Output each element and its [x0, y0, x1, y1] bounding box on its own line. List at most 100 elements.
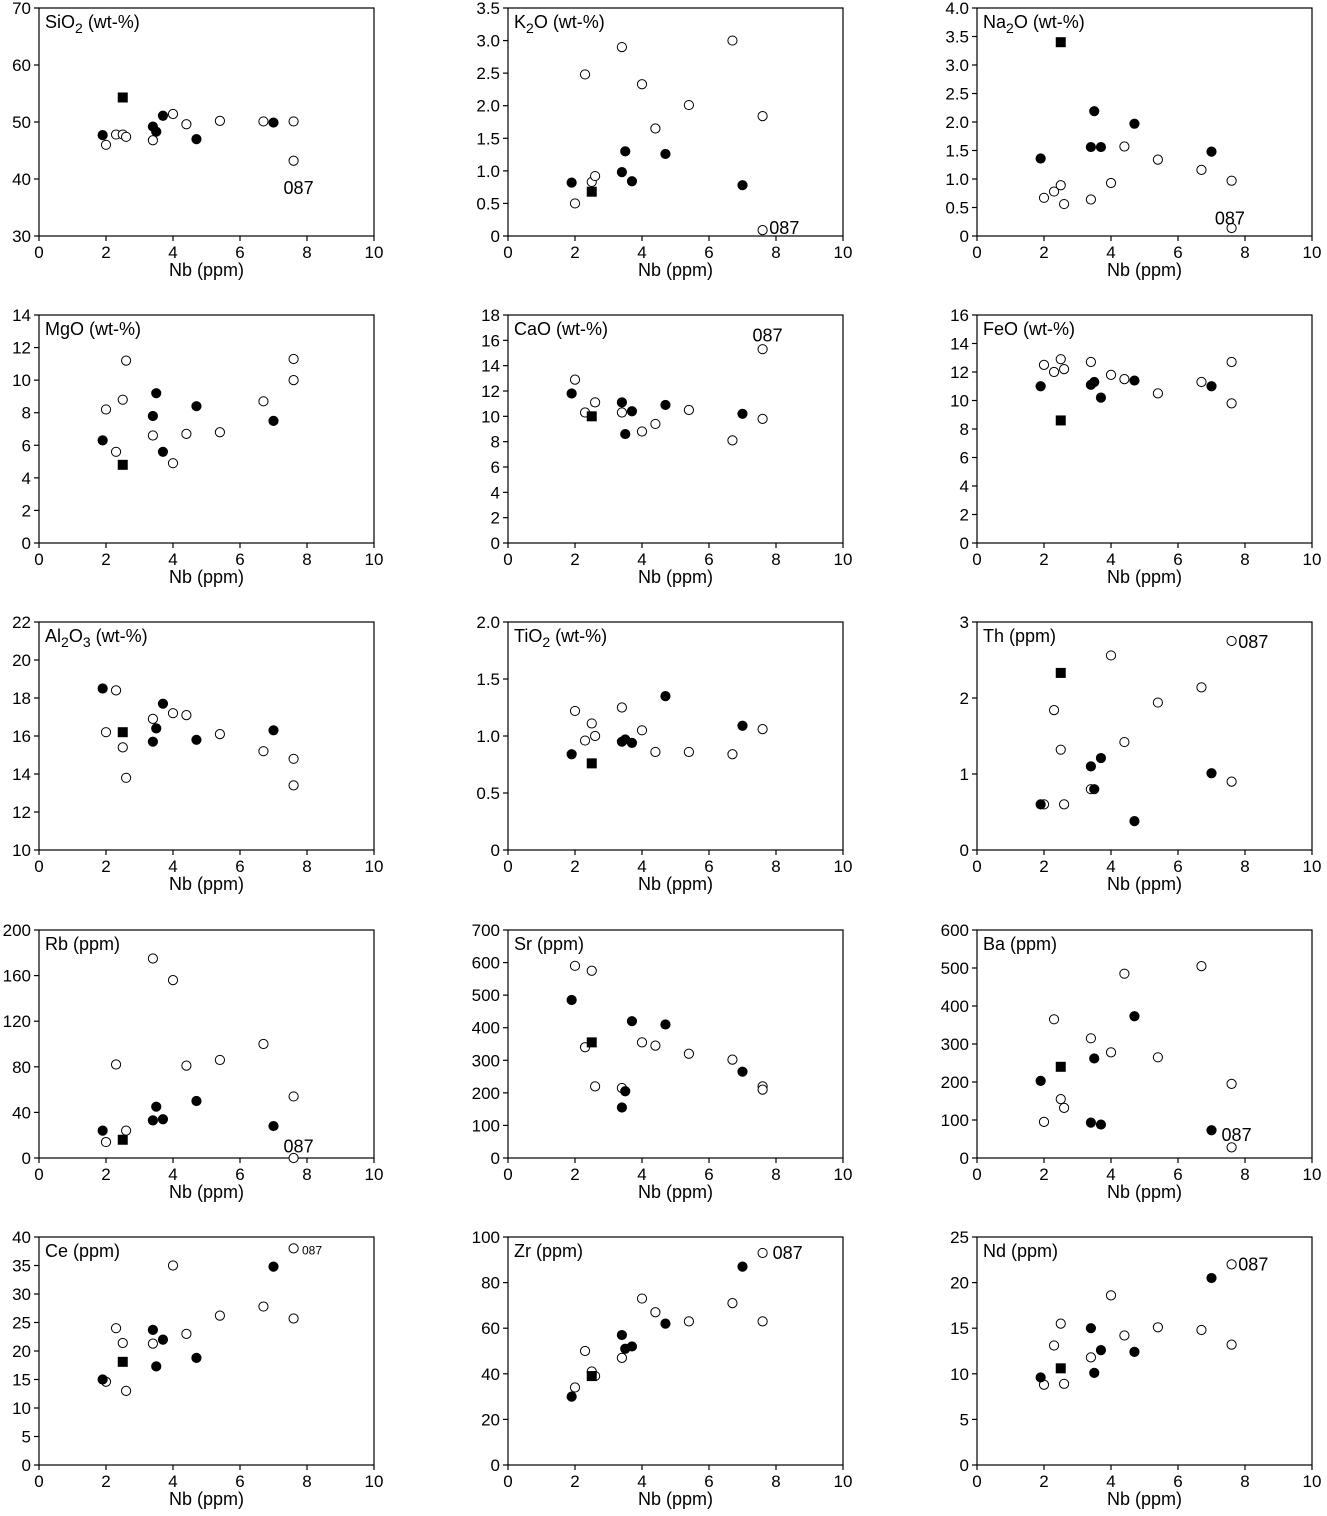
x-tick-label: 2 [1039, 1165, 1048, 1184]
data-point-open-circle [288, 116, 299, 127]
y-tick-label: 4.0 [945, 0, 969, 18]
data-point-open-circle [757, 1247, 768, 1259]
title-text: (wt-%) [550, 626, 607, 646]
y-tick-label: 0 [22, 1149, 31, 1168]
y-tick-label: 18 [12, 689, 31, 708]
data-point-filled-square [1055, 1363, 1066, 1374]
y-tick-label: 600 [941, 921, 969, 940]
data-point-open-circle [1119, 968, 1130, 979]
x-tick-label: 6 [235, 1472, 244, 1491]
data-point-filled-circle [1129, 1346, 1140, 1358]
x-tick-label: 10 [834, 857, 853, 876]
data-point-open-circle [1226, 398, 1237, 409]
y-tick-label: 2.0 [476, 613, 500, 632]
data-point-open-circle [757, 413, 768, 424]
y-tick-label: 700 [472, 921, 500, 940]
title-text: (wt-%) [83, 12, 140, 32]
data-point-open-circle [616, 407, 628, 418]
y-tick-label: 30 [12, 1285, 31, 1304]
y-tick-label: 2 [960, 506, 969, 525]
y-tick-label: 0 [491, 1456, 500, 1475]
data-point-filled-circle [566, 388, 577, 399]
data-point-open-circle [1105, 650, 1117, 661]
x-axis-label: Nb (ppm) [169, 874, 244, 894]
data-point-filled-circle [626, 1016, 638, 1027]
data-point-filled-circle [1035, 1075, 1046, 1086]
data-point-open-circle [590, 397, 601, 408]
data-point-filled-circle [616, 1329, 628, 1341]
data-point-open-circle [1152, 1052, 1164, 1063]
x-tick-label: 6 [1173, 243, 1182, 262]
y-tick-label: 300 [472, 1051, 500, 1070]
x-tick-label: 4 [168, 1472, 177, 1491]
x-tick-label: 6 [1173, 550, 1182, 569]
y-tick-label: 40 [12, 170, 31, 189]
data-point-filled-square [1055, 37, 1066, 48]
x-tick-label: 2 [101, 243, 110, 262]
data-point-open-circle [569, 960, 581, 971]
x-tick-label: 4 [637, 550, 646, 569]
x-tick-label: 6 [1173, 1165, 1182, 1184]
data-point-filled-square [586, 1037, 597, 1048]
chart-title: TiO2 (wt-%) [514, 626, 607, 650]
x-tick-label: 4 [168, 550, 177, 569]
x-tick-label: 8 [302, 1165, 311, 1184]
x-tick-label: 0 [34, 1472, 43, 1491]
y-tick-label: 3.0 [476, 32, 500, 51]
chart-panel-3: 0 2 4 6 8 10 0 0.5 1.0 1.5 2.0 2.5 3.0 3.5 4.0 Nb (ppm)… [945, 0, 1321, 280]
chart-title: K2O (wt-%) [514, 12, 605, 36]
data-point-filled-circle [620, 1086, 631, 1097]
x-tick-label: 8 [302, 550, 311, 569]
data-point-filled-circle [1206, 1125, 1217, 1136]
point-annotation: 087 [773, 1243, 803, 1263]
data-point-open-circle [214, 1054, 225, 1066]
chart-title: Nd (ppm) [983, 1241, 1058, 1261]
data-point-open-circle [181, 119, 192, 130]
x-tick-label: 10 [1303, 1165, 1322, 1184]
data-point-open-circle [636, 79, 648, 90]
y-tick-label: 12 [12, 339, 31, 358]
y-tick-label: 0.5 [476, 784, 500, 803]
x-tick-label: 6 [704, 857, 713, 876]
x-tick-label: 2 [101, 857, 110, 876]
data-point-filled-circle [1129, 118, 1140, 129]
data-point-open-circle [590, 1081, 601, 1092]
y-tick-label: 2.0 [945, 113, 969, 132]
data-point-open-circle [650, 1040, 661, 1051]
plot-frame [38, 929, 375, 1159]
data-point-filled-circle [191, 734, 202, 745]
data-point-filled-square [586, 411, 597, 422]
data-point-open-circle [586, 718, 597, 729]
data-point-filled-circle [737, 180, 748, 191]
point-annotation: 087 [1238, 1254, 1268, 1274]
y-tick-label: 0 [22, 1456, 31, 1475]
data-point-open-circle [258, 1038, 269, 1050]
y-tick-label: 3 [960, 613, 969, 632]
y-tick-label: 20 [12, 651, 31, 670]
data-point-filled-circle [1089, 376, 1100, 388]
y-tick-label: 500 [472, 986, 500, 1005]
data-point-open-circle [727, 435, 738, 446]
y-tick-label: 4 [960, 477, 969, 496]
data-point-open-circle [288, 1091, 299, 1102]
plot-frame [507, 929, 844, 1159]
data-point-filled-circle [1206, 381, 1217, 392]
data-point-filled-circle [626, 176, 638, 187]
data-point-filled-circle [1085, 1117, 1097, 1128]
y-tick-label: 20 [481, 1410, 500, 1429]
y-tick-label: 70 [12, 0, 31, 18]
data-point-filled-square [117, 1356, 128, 1367]
data-point-filled-square [117, 92, 128, 103]
x-tick-label: 2 [570, 1165, 579, 1184]
data-point-open-circle [147, 953, 158, 964]
data-point-filled-circle [1085, 761, 1097, 772]
x-tick-label: 2 [1039, 550, 1048, 569]
x-axis-label: Nb (ppm) [638, 874, 713, 894]
y-tick-label: 20 [950, 1274, 969, 1293]
x-tick-label: 10 [834, 1472, 853, 1491]
y-tick-label: 10 [12, 841, 31, 860]
x-tick-label: 6 [1173, 1472, 1182, 1491]
x-tick-label: 4 [637, 1165, 646, 1184]
chart-panel-15: 0 2 4 6 8 10 0 5 10 15 20 25 Nb (ppm) Nd (ppm) 087 [950, 1228, 1321, 1509]
title-subscript: 2 [61, 634, 69, 650]
